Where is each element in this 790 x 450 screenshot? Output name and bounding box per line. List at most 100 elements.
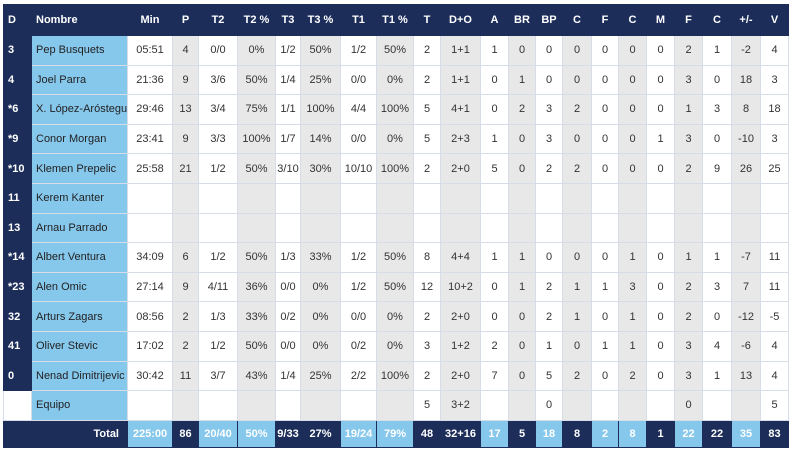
stat-cell: 2+0 — [440, 360, 481, 392]
stat-cell — [376, 390, 414, 421]
stat-cell: 9 — [702, 153, 732, 184]
total-cell: 27% — [300, 419, 341, 448]
dorsal-cell: 3 — [3, 35, 32, 66]
stat-cell: 0 — [535, 35, 563, 66]
total-cell: 86 — [172, 419, 199, 448]
player-row: *6 X. López-Aróstegui 29:46 13 3/4 75% 1/1 100%… — [3, 94, 789, 125]
stat-cell: 21 — [172, 153, 199, 184]
stat-cell: 0 — [646, 271, 675, 303]
stat-cell: 1 — [702, 35, 732, 66]
player-name: Pep Busquets — [31, 35, 128, 66]
stat-cell: 1 — [535, 330, 563, 362]
player-name: Nenad Dimitrijevic — [31, 360, 128, 392]
stat-cell: 3 — [674, 330, 703, 362]
player-row: 3 Pep Busquets 05:51 4 0/0 0% 1/2 50% 1/2 50% 2 1+1… — [3, 35, 789, 66]
stat-cell: 4 — [760, 330, 789, 362]
column-header: Min — [127, 4, 173, 36]
table-body: 3 Pep Busquets 05:51 4 0/0 0% 1/2 50% 1/2 50% 2 1+1… — [3, 35, 789, 448]
stat-cell — [760, 212, 789, 244]
stat-cell — [731, 212, 761, 244]
stat-cell: 0 — [646, 153, 675, 184]
stat-cell: 0 — [646, 94, 675, 125]
stat-cell: 2 — [413, 153, 441, 184]
stat-cell: 2 — [172, 330, 199, 362]
stat-cell: 3/6 — [198, 64, 238, 96]
stat-cell: 10/10 — [340, 153, 377, 184]
stat-cell — [237, 182, 276, 214]
column-header: T2 — [198, 4, 238, 36]
stat-cell: 50% — [237, 330, 276, 362]
stat-cell: 0 — [480, 301, 509, 332]
stat-cell — [413, 182, 441, 214]
column-header: F — [674, 4, 703, 36]
player-row: *10 Klemen Prepelic 25:58 21 1/2 50% 3/10 30% 10… — [3, 153, 789, 184]
stat-cell: 9 — [172, 123, 199, 155]
stat-cell: 0 — [480, 94, 509, 125]
column-header: V — [760, 4, 789, 36]
stat-cell — [275, 390, 301, 421]
player-row: *9 Conor Morgan 23:41 9 3/3 100% 1/7 14% 0/0 0% 5 2… — [3, 123, 789, 155]
stat-cell — [702, 212, 732, 244]
column-header: T — [413, 4, 441, 36]
stat-cell: 0/0 — [275, 271, 301, 303]
stat-cell: 11 — [760, 271, 789, 303]
column-header: F — [591, 4, 619, 36]
stat-cell: -10 — [731, 123, 761, 155]
stat-cell: 1 — [674, 94, 703, 125]
stat-cell: 0/0 — [340, 123, 377, 155]
column-header: Nombre — [31, 4, 128, 36]
stat-cell — [480, 182, 509, 214]
stat-cell — [198, 212, 238, 244]
stat-cell: 27:14 — [127, 271, 173, 303]
stat-cell: 2 — [413, 301, 441, 332]
player-row: *14 Albert Ventura 34:09 6 1/2 50% 1/3 33% 1/2 50… — [3, 242, 789, 273]
column-header: BR — [508, 4, 536, 36]
player-name: Kerem Kanter — [31, 182, 128, 214]
stat-cell: 05:51 — [127, 35, 173, 66]
player-name: Arnau Parrado — [31, 212, 128, 244]
dorsal-cell: 32 — [3, 301, 32, 332]
stat-cell: 0% — [376, 64, 414, 96]
stat-cell: 1+1 — [440, 35, 481, 66]
stat-cell: -12 — [731, 301, 761, 332]
stats-table: D Nombre Min P T2 T2 % T3 T3 % T1 T1 % T D+O A BR BP C F… — [3, 4, 789, 448]
player-row: 4 Joel Parra 21:36 9 3/6 50% 1/4 25% 0/0 0% 2 1+1 0 1… — [3, 64, 789, 96]
stat-cell: 2+0 — [440, 153, 481, 184]
stat-cell: 100% — [376, 94, 414, 125]
total-cell: 32+16 — [440, 419, 481, 448]
stat-cell: 2 — [535, 153, 563, 184]
stat-cell: 3 — [618, 271, 647, 303]
stat-cell: 33% — [300, 242, 341, 273]
total-label: Total — [3, 419, 128, 448]
stat-cell: 2 — [480, 330, 509, 362]
stat-cell: 1/7 — [275, 123, 301, 155]
stat-cell: 0 — [508, 153, 536, 184]
stat-cell: 50% — [237, 153, 276, 184]
stat-cell — [562, 182, 592, 214]
stat-cell: 5 — [480, 153, 509, 184]
stat-cell: 6 — [172, 242, 199, 273]
stat-cell: 1 — [480, 242, 509, 273]
total-cell: 9/33 — [275, 419, 301, 448]
total-row: Total 225:00 86 20/40 50% 9/33 27% 19/24 79% 48 32… — [3, 419, 789, 448]
stat-cell — [702, 182, 732, 214]
stat-cell: 0 — [646, 242, 675, 273]
stat-cell: 08:56 — [127, 301, 173, 332]
stat-cell: 3/7 — [198, 360, 238, 392]
total-cell: 8 — [618, 419, 647, 448]
stat-cell: 50% — [376, 35, 414, 66]
stat-cell: 3 — [535, 123, 563, 155]
stat-cell: 0 — [618, 64, 647, 96]
dorsal-cell: *6 — [3, 94, 32, 125]
stat-cell: 1 — [618, 301, 647, 332]
column-header: +/- — [731, 4, 761, 36]
total-cell: 20/40 — [198, 419, 238, 448]
stat-cell — [508, 212, 536, 244]
stat-cell — [440, 182, 481, 214]
stat-cell — [275, 182, 301, 214]
stat-cell: 3 — [674, 64, 703, 96]
stat-cell: 4 — [172, 35, 199, 66]
stat-cell — [674, 212, 703, 244]
stat-cell: 0 — [562, 330, 592, 362]
stat-cell: 0 — [591, 64, 619, 96]
